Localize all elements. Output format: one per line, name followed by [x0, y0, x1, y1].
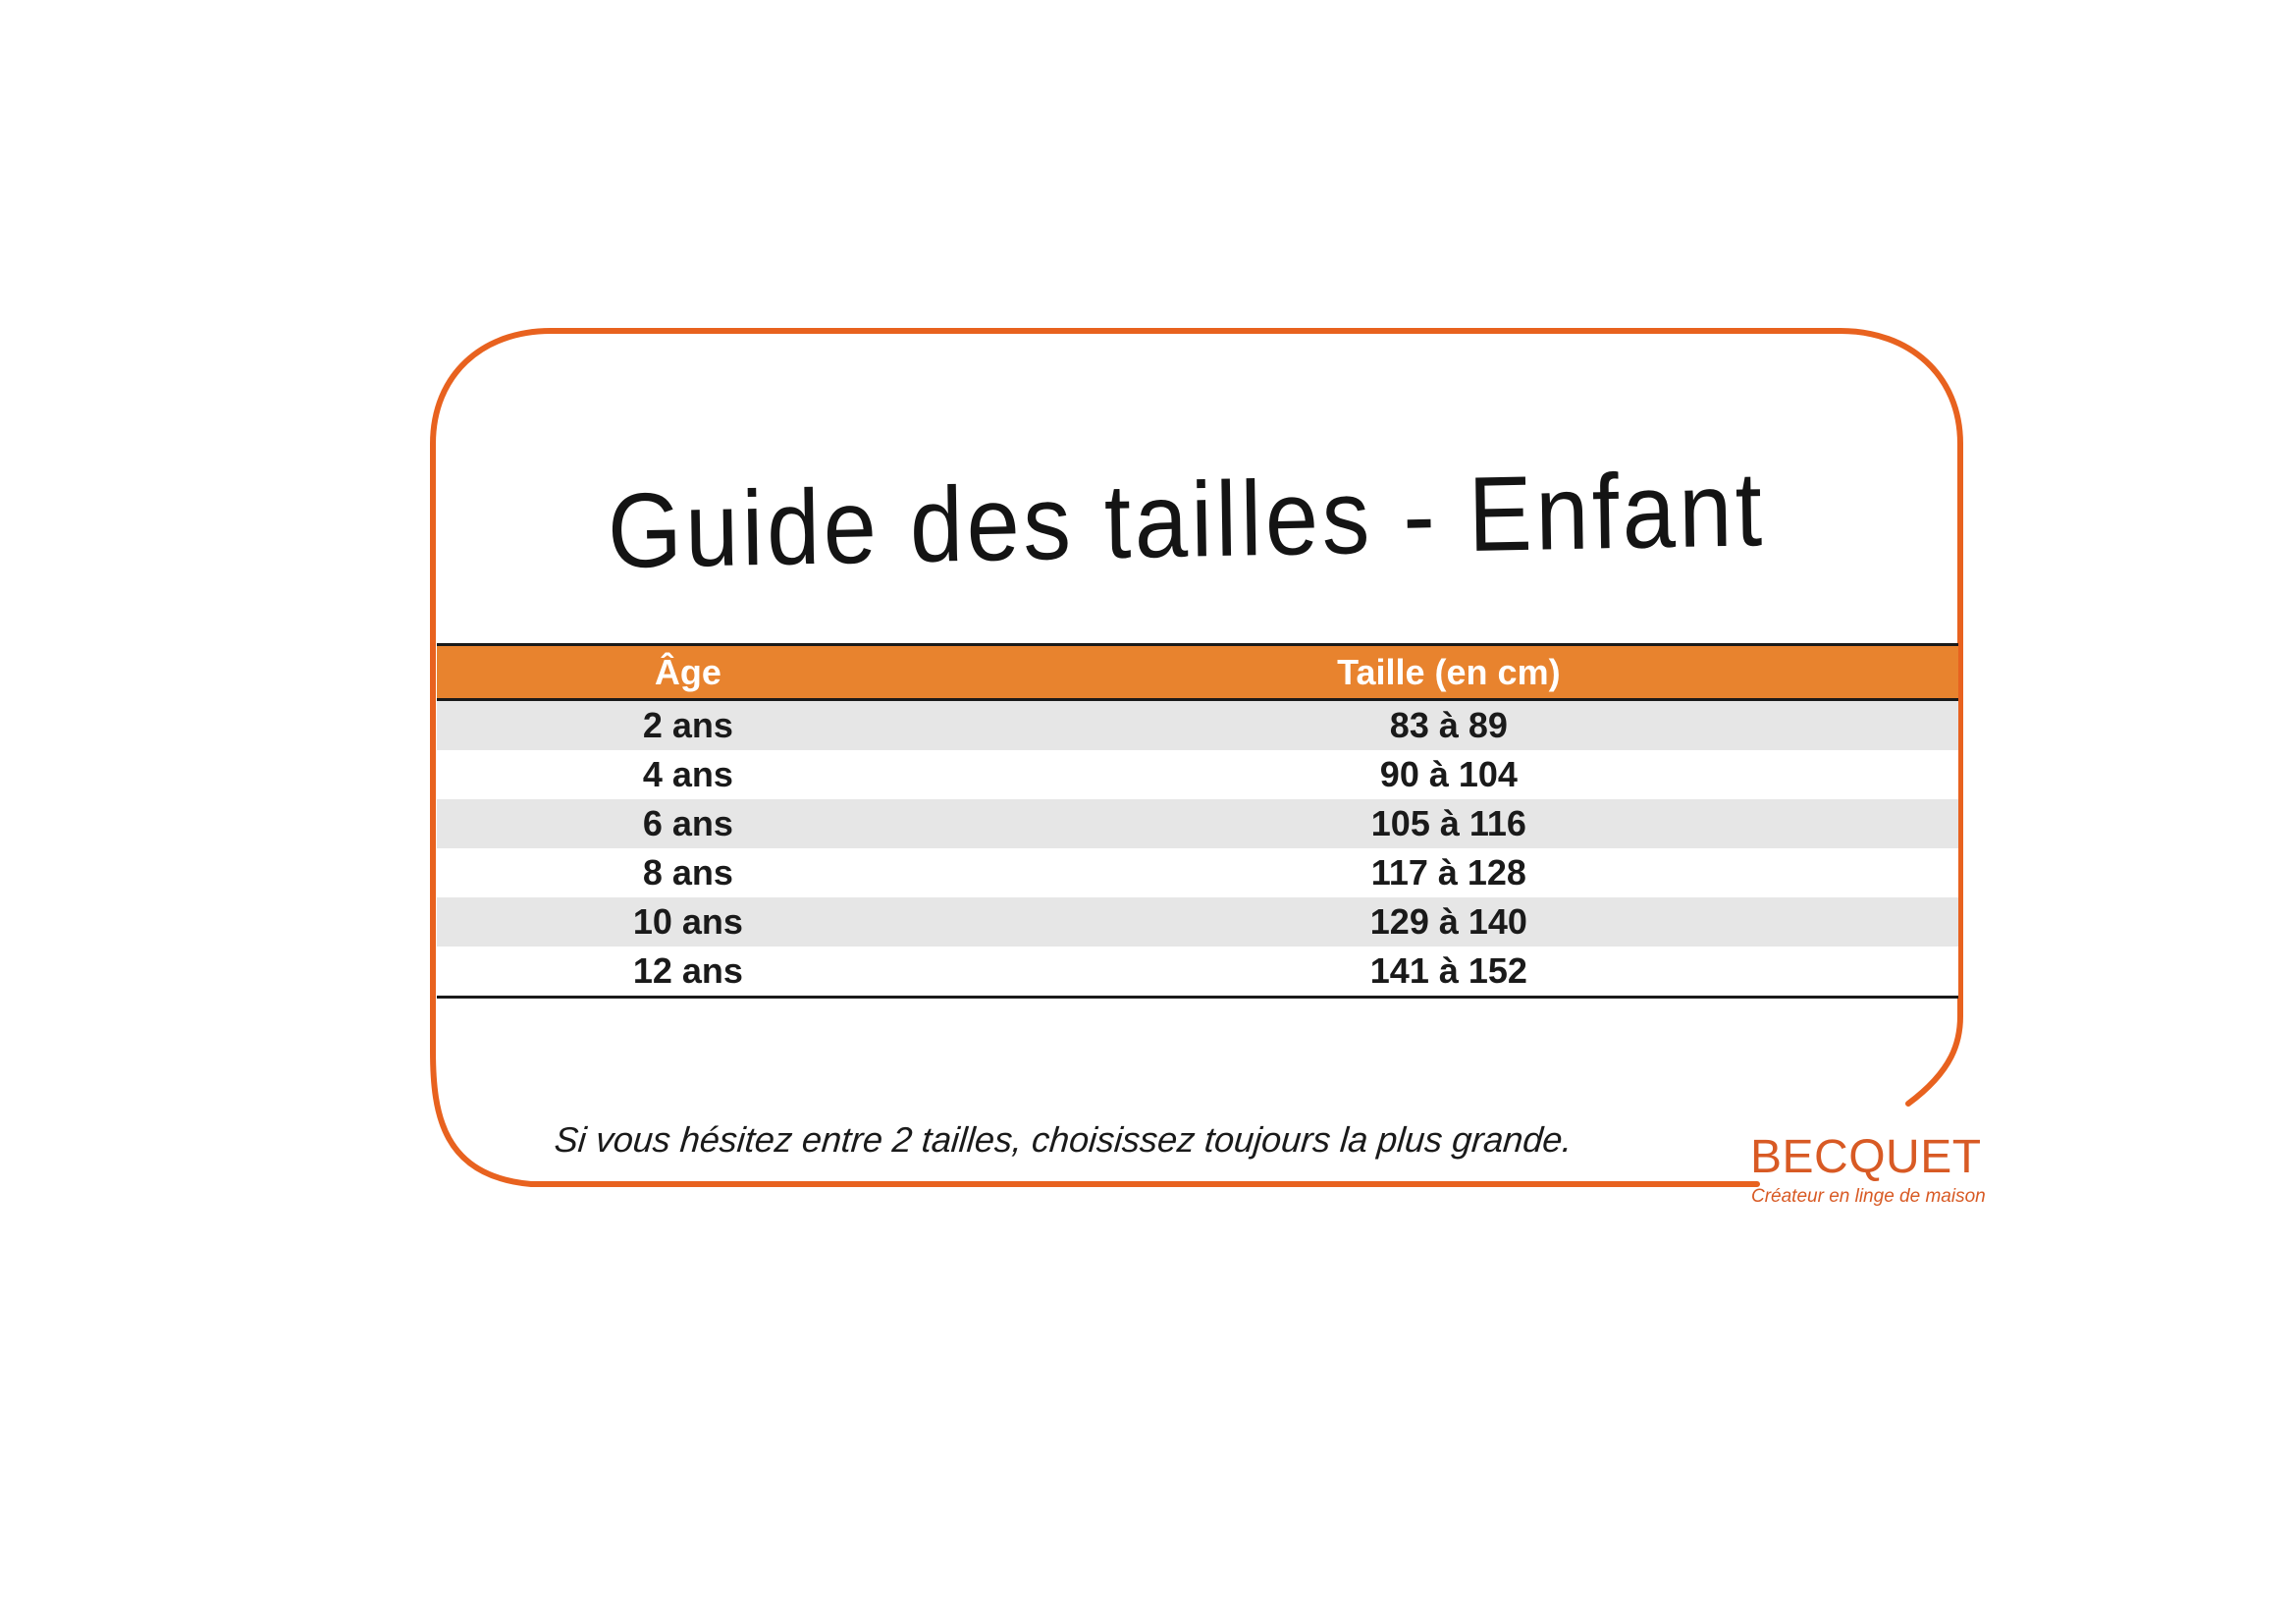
svg-text:BECQUET: BECQUET — [1750, 1131, 1982, 1183]
svg-text:Créateur en linge de maison: Créateur en linge de maison — [1751, 1186, 1986, 1207]
